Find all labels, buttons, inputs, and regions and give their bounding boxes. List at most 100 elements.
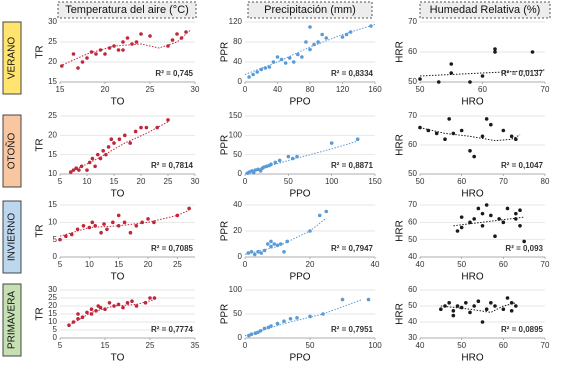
data-point bbox=[480, 320, 485, 324]
data-point bbox=[99, 230, 103, 235]
trendline bbox=[244, 299, 363, 337]
data-point bbox=[139, 32, 143, 36]
data-point bbox=[344, 32, 349, 37]
data-point bbox=[518, 208, 522, 212]
x-axis-label: HRO bbox=[461, 272, 483, 283]
data-point bbox=[369, 24, 373, 28]
data-point bbox=[166, 118, 170, 122]
data-point bbox=[451, 131, 456, 136]
season-box bbox=[2, 114, 22, 188]
data-point bbox=[258, 329, 263, 333]
x-tick-label: 40 bbox=[416, 341, 425, 350]
data-point bbox=[69, 232, 74, 237]
data-point bbox=[468, 220, 472, 225]
data-point bbox=[287, 56, 292, 60]
trendline bbox=[419, 127, 521, 142]
data-point bbox=[251, 171, 256, 175]
data-point bbox=[139, 125, 143, 130]
data-point bbox=[295, 154, 299, 159]
data-point bbox=[152, 220, 156, 225]
y-tick-label: 100 bbox=[229, 130, 243, 139]
data-point bbox=[133, 129, 138, 134]
x-tick-label: 70 bbox=[541, 85, 550, 94]
y-axis-label: TR bbox=[35, 307, 46, 320]
data-point bbox=[256, 167, 260, 172]
x-tick-label: 20 bbox=[101, 85, 110, 94]
y-axis-label: HRR bbox=[395, 220, 406, 242]
r-squared: R² = 0,7814 bbox=[151, 161, 194, 170]
y-tick-label: 70 bbox=[408, 17, 417, 26]
data-point bbox=[455, 304, 460, 308]
x-axis-label: TO bbox=[111, 353, 125, 364]
y-tick-label: 30 bbox=[408, 333, 417, 342]
data-point bbox=[366, 297, 371, 302]
data-point bbox=[107, 301, 112, 305]
data-point bbox=[282, 319, 286, 324]
data-point bbox=[464, 301, 468, 305]
data-point bbox=[93, 164, 97, 169]
season-label: INVIERNO bbox=[7, 213, 18, 262]
y-tick-label: 25 bbox=[48, 293, 57, 302]
data-point bbox=[116, 224, 121, 228]
data-point bbox=[252, 252, 257, 257]
season-label: PRIMAVERA bbox=[7, 291, 18, 349]
data-point bbox=[324, 36, 329, 40]
data-point bbox=[103, 307, 107, 312]
column-header: Precipitación (mm) bbox=[264, 4, 356, 16]
data-point bbox=[121, 40, 125, 44]
x-axis-label: TO bbox=[111, 97, 125, 108]
data-point bbox=[285, 239, 290, 244]
data-point bbox=[476, 299, 481, 304]
data-point bbox=[269, 324, 273, 328]
data-point bbox=[271, 60, 276, 64]
x-tick-label: 10 bbox=[83, 177, 92, 186]
data-point bbox=[308, 314, 312, 319]
data-point bbox=[146, 217, 150, 221]
season-box bbox=[2, 283, 22, 357]
data-point bbox=[251, 72, 255, 77]
data-point bbox=[296, 52, 300, 57]
data-point bbox=[459, 225, 464, 230]
data-point bbox=[101, 149, 105, 153]
data-point bbox=[247, 75, 251, 79]
x-tick-label: 5 bbox=[58, 260, 63, 269]
data-point bbox=[112, 141, 116, 145]
data-point bbox=[493, 50, 497, 54]
data-point bbox=[443, 304, 447, 308]
x-tick-label: 60 bbox=[478, 85, 487, 94]
x-tick-label: 30 bbox=[191, 85, 200, 94]
y-tick-label: 50 bbox=[408, 169, 417, 178]
data-point bbox=[107, 46, 112, 50]
data-point bbox=[418, 77, 422, 81]
data-point bbox=[148, 34, 152, 38]
data-point bbox=[170, 38, 175, 42]
x-axis-label: TO bbox=[111, 272, 125, 283]
data-point bbox=[308, 229, 312, 233]
x-tick-label: 20 bbox=[144, 260, 153, 269]
data-point bbox=[530, 50, 535, 54]
x-tick-label: 50 bbox=[457, 341, 466, 350]
y-axis-label: PPR bbox=[220, 221, 231, 242]
data-point bbox=[288, 317, 293, 321]
data-point bbox=[121, 48, 125, 52]
data-point bbox=[484, 117, 489, 121]
data-point bbox=[67, 323, 71, 328]
y-tick-label: 15 bbox=[48, 77, 57, 86]
x-tick-label: 50 bbox=[306, 341, 315, 350]
x-tick-label: 70 bbox=[541, 260, 550, 269]
y-tick-label: 60 bbox=[408, 217, 417, 226]
data-point bbox=[263, 66, 268, 70]
data-point bbox=[77, 168, 81, 172]
data-point bbox=[94, 309, 98, 313]
data-point bbox=[272, 242, 277, 246]
data-point bbox=[105, 227, 109, 232]
y-axis-label: PPR bbox=[220, 135, 231, 156]
data-point bbox=[104, 152, 108, 157]
y-tick-label: 30 bbox=[48, 285, 57, 294]
data-point bbox=[514, 217, 518, 221]
data-point bbox=[116, 302, 121, 307]
x-tick-label: 5 bbox=[58, 177, 63, 186]
r-squared: R² = 0,745 bbox=[155, 69, 193, 78]
y-tick-label: 20 bbox=[48, 130, 57, 139]
data-point bbox=[493, 304, 497, 308]
